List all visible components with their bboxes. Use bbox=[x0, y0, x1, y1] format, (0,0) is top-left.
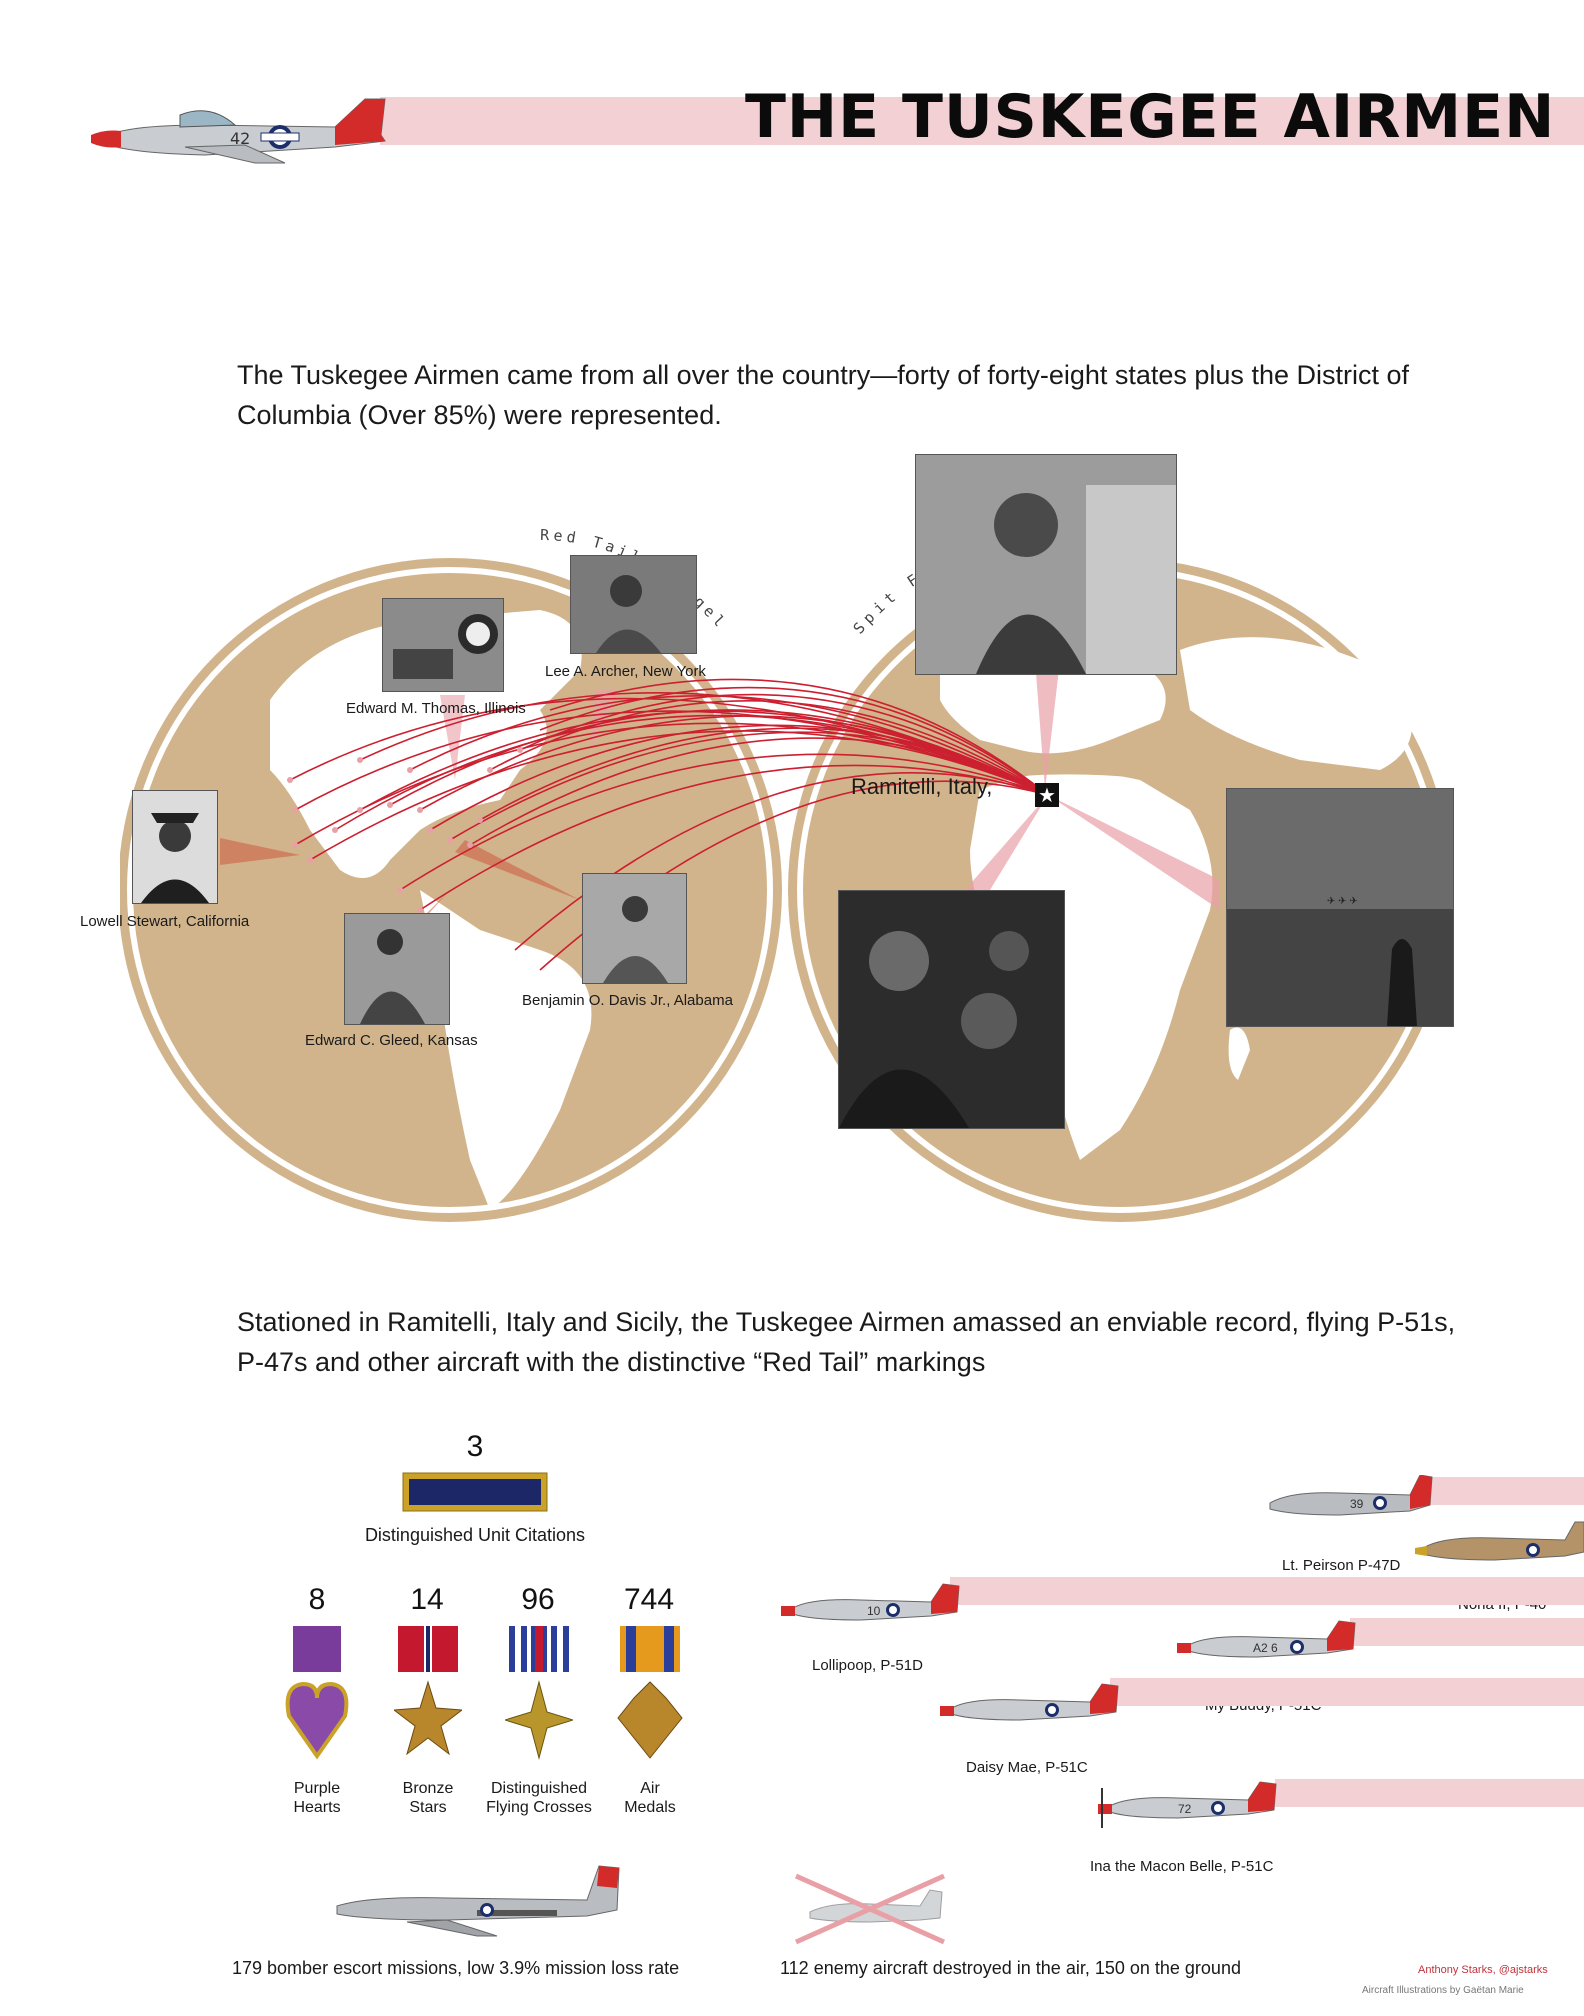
flight-routes bbox=[289, 678, 1049, 971]
citations-label: Distinguished Unit Citations bbox=[364, 1525, 586, 1545]
photo-edward-thomas bbox=[382, 598, 504, 692]
plane-lt-peirson-icon: 39 bbox=[1260, 1474, 1435, 1531]
stationed-paragraph: Stationed in Ramitelli, Italy and Sicily… bbox=[237, 1307, 1456, 1377]
b17-bomber-icon bbox=[327, 1862, 632, 1942]
caption-edward-gleed: Edward C. Gleed, Kansas bbox=[305, 1032, 478, 1049]
photo-edward-gleed bbox=[344, 913, 450, 1025]
page-title: THE TUSKEGEE AIRMEN bbox=[745, 82, 1556, 152]
illustrations-credit: Aircraft Illustrations by Gaëtan Marie bbox=[1362, 1985, 1524, 1996]
purple-hearts-count: 8 bbox=[308, 1583, 326, 1616]
caption-lowell-stewart: Lowell Stewart, California bbox=[80, 913, 250, 930]
citations-count: 3 bbox=[466, 1430, 484, 1463]
cone-lowell-stewart bbox=[220, 838, 300, 865]
enemy-aircraft-crossed-icon bbox=[790, 1872, 950, 1947]
intro-paragraph: The Tuskegee Airmen came from all over t… bbox=[237, 360, 1409, 430]
flying-crosses-label-line2: Flying Crosses bbox=[486, 1799, 592, 1816]
bronze-stars-count: 14 bbox=[410, 1583, 444, 1616]
svg-text:39: 39 bbox=[1350, 1497, 1364, 1511]
bronze-star-icon bbox=[392, 1626, 464, 1762]
svg-text:A2 6: A2 6 bbox=[1253, 1641, 1278, 1655]
photo-pilot-cockpit bbox=[915, 454, 1177, 675]
unit-citation-ribbon-icon bbox=[402, 1472, 548, 1512]
plane-daisy-mae-label: Daisy Mae, P-51C bbox=[966, 1759, 1088, 1776]
hero-p51-plane-illustration: 42 bbox=[85, 85, 395, 177]
flying-crosses-count: 96 bbox=[521, 1583, 555, 1616]
bomber-escort-stat: 179 bomber escort missions, low 3.9% mis… bbox=[232, 1958, 680, 1978]
purple-hearts-label-line2: Hearts bbox=[293, 1799, 341, 1816]
air-medals-label-line2: Medals bbox=[624, 1799, 676, 1816]
bronze-stars-label-line1: Bronze bbox=[402, 1780, 454, 1797]
trail-lollipoop bbox=[950, 1577, 1584, 1605]
south-america-landmass bbox=[420, 890, 592, 1210]
plane-lt-peirson-label: Lt. Peirson P-47D bbox=[1282, 1557, 1401, 1574]
air-medals-count: 744 bbox=[623, 1583, 675, 1616]
author-credit: Anthony Starks, @ajstarks bbox=[1418, 1964, 1548, 1976]
photo-benjamin-davis bbox=[582, 873, 687, 984]
trail-my-buddy bbox=[1350, 1618, 1584, 1646]
africa-landmass bbox=[970, 772, 1213, 1160]
svg-text:✈ ✈ ✈: ✈ ✈ ✈ bbox=[1327, 896, 1358, 907]
hero-plane-tail-number: 42 bbox=[230, 129, 250, 148]
caption-lee-archer: Lee A. Archer, New York bbox=[545, 663, 706, 680]
flying-crosses-label-line1: Distinguished bbox=[490, 1780, 588, 1797]
plane-lollipoop-icon: 10 bbox=[781, 1580, 961, 1636]
air-medals-label-line1: Air bbox=[640, 1780, 660, 1797]
destination-label: Ramitelli, Italy, bbox=[851, 774, 993, 799]
trail-daisy-mae bbox=[1110, 1678, 1584, 1706]
photo-lowell-stewart bbox=[132, 790, 218, 904]
photo-airfield: ✈ ✈ ✈ bbox=[1226, 788, 1454, 1027]
photo-briefing-room bbox=[838, 890, 1065, 1129]
photo-lee-archer bbox=[570, 555, 697, 654]
title-banner-stripe bbox=[380, 97, 1584, 145]
plane-lollipoop-label: Lollipoop, P-51D bbox=[812, 1657, 923, 1674]
trail-lt-peirson bbox=[1420, 1477, 1584, 1505]
ramitelli-marker bbox=[1035, 783, 1059, 807]
purple-hearts-label-line1: Purple bbox=[293, 1780, 341, 1797]
svg-text:★: ★ bbox=[1038, 783, 1056, 807]
bronze-stars-label-line2: Stars bbox=[409, 1799, 447, 1816]
flying-cross-icon bbox=[503, 1626, 575, 1762]
enemy-destroyed-stat: 112 enemy aircraft destroyed in the air,… bbox=[780, 1958, 1241, 1978]
plane-ina-macon-belle-icon: 72 bbox=[1098, 1778, 1278, 1834]
plane-nona-ii-icon bbox=[1415, 1518, 1584, 1572]
purple-heart-icon bbox=[283, 1626, 351, 1762]
plane-ina-macon-belle-label: Ina the Macon Belle, P-51C bbox=[1090, 1858, 1274, 1875]
plane-my-buddy-icon: A2 6 bbox=[1177, 1617, 1357, 1673]
caption-benjamin-davis: Benjamin O. Davis Jr., Alabama bbox=[522, 992, 733, 1009]
caption-edward-thomas: Edward M. Thomas, Illinois bbox=[346, 700, 526, 717]
trail-ina-macon-belle bbox=[1275, 1779, 1584, 1807]
air-medal-icon bbox=[616, 1626, 684, 1762]
world-map: ★ Red Tailed Angels Spit Fire bbox=[113, 496, 1500, 1270]
svg-text:72: 72 bbox=[1178, 1802, 1192, 1816]
plane-daisy-mae-icon bbox=[940, 1680, 1120, 1736]
svg-text:10: 10 bbox=[867, 1604, 881, 1618]
